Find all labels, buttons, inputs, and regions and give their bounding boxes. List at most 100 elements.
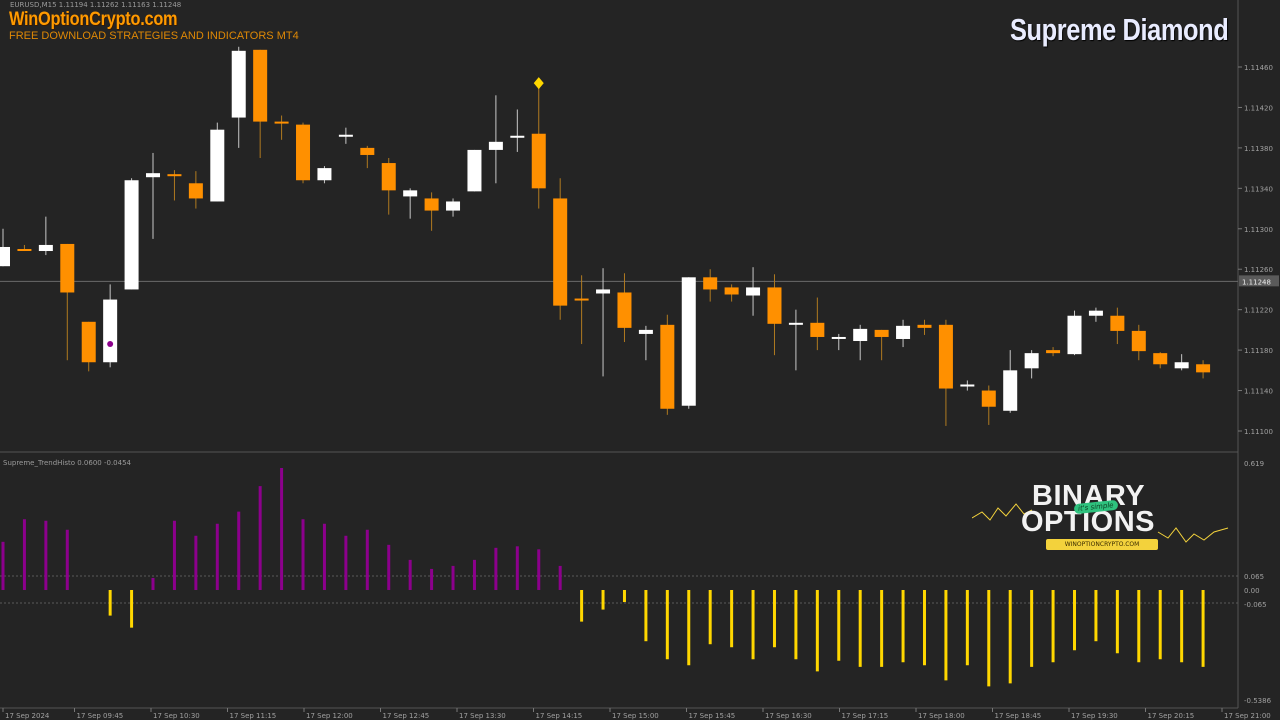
diamond-signal-icon[interactable] [533,77,544,90]
bear-candle[interactable] [360,147,375,155]
bear-candle[interactable] [1131,330,1146,352]
zigzag-decoration-icon [972,503,1229,543]
bear-candle[interactable] [17,249,32,251]
symbol-info: EURUSD,M15 1.11194 1.11262 1.11163 1.112… [10,1,182,9]
bull-candle[interactable] [681,277,696,406]
indicator-tick-label: 0.619 [1244,460,1264,468]
price-tick-label: 1.11340 [1244,185,1273,193]
price-tick-label: 1.11140 [1244,388,1273,396]
indicator-tick-label: 0.065 [1244,573,1264,581]
bull-candle[interactable] [746,287,761,296]
time-tick-label: 17 Sep 19:30 [1071,712,1118,720]
bull-candle[interactable] [1067,315,1082,355]
bear-candle[interactable] [381,163,396,191]
time-tick-label: 17 Sep 11:15 [230,712,277,720]
bear-candle[interactable] [810,322,825,337]
bull-candle[interactable] [446,201,461,211]
price-tick-label: 1.11460 [1244,64,1273,72]
brand-logo-text[interactable]: WinOptionCrypto.com [9,9,178,30]
time-tick-label: 17 Sep 13:30 [459,712,506,720]
bear-candle[interactable] [553,198,568,306]
bull-candle[interactable] [103,299,118,363]
time-tick-label: 17 Sep 14:15 [536,712,583,720]
bear-candle[interactable] [253,49,268,122]
bear-candle[interactable] [767,287,782,324]
price-tick-label: 1.11380 [1244,145,1273,153]
bull-candle[interactable] [231,50,246,118]
bear-candle[interactable] [938,324,953,389]
bull-candle[interactable] [510,135,525,138]
time-tick-label: 17 Sep 15:45 [689,712,736,720]
bull-candle[interactable] [1088,310,1103,316]
chart-title: Supreme Diamond [1009,12,1229,47]
bull-candle[interactable] [596,289,611,294]
bear-candle[interactable] [1046,350,1061,354]
bear-candle[interactable] [531,133,546,189]
price-tick-label: 1.11180 [1244,347,1273,355]
bull-candle[interactable] [1003,370,1018,411]
current-price-tag [1239,275,1279,287]
time-tick-label: 17 Sep 21:00 [1224,712,1271,720]
time-tick-label: 17 Sep 10:30 [153,712,200,720]
bear-candle[interactable] [81,321,96,363]
bull-candle[interactable] [638,329,653,334]
bull-candle[interactable] [1174,362,1189,369]
bear-candle[interactable] [424,198,439,211]
bull-candle[interactable] [124,180,139,290]
bull-candle[interactable] [788,322,803,325]
bear-candle[interactable] [274,121,289,124]
price-tick-label: 1.11300 [1244,226,1273,234]
bull-candle[interactable] [317,168,332,181]
bear-candle[interactable] [703,277,718,290]
time-tick-label: 17 Sep 20:15 [1148,712,1195,720]
price-tick-label: 1.11420 [1244,104,1273,112]
bear-candle[interactable] [1110,315,1125,331]
purple-signal-dot [107,341,114,348]
histogram-layer [0,468,1238,687]
time-tick-label: 17 Sep 12:45 [383,712,430,720]
bull-candle[interactable] [488,141,503,150]
bull-candle[interactable] [338,134,353,137]
bear-candle[interactable] [296,124,311,181]
bull-candle[interactable] [467,149,482,192]
indicator-tick-label: -0.5386 [1244,697,1272,705]
current-price-label: 1.11248 [1242,278,1271,286]
bear-candle[interactable] [60,243,75,293]
time-tick-label: 17 Sep 2024 [5,712,50,720]
brand-subtitle: FREE DOWNLOAD STRATEGIES AND INDICATORS … [9,30,299,42]
bear-candle[interactable] [724,287,739,295]
indicator-info: Supreme_TrendHisto 0.0600 -0.0454 [3,459,131,467]
bull-candle[interactable] [146,173,161,178]
bull-candle[interactable] [38,244,53,252]
bull-candle[interactable] [853,328,868,342]
bear-candle[interactable] [574,298,589,301]
time-tick-label: 17 Sep 15:00 [612,712,659,720]
bear-candle[interactable] [874,329,889,337]
time-tick-label: 17 Sep 18:00 [918,712,965,720]
bear-candle[interactable] [617,292,632,328]
time-tick-label: 17 Sep 09:45 [77,712,124,720]
logo-url: WINOPTIONCRYPTO.COM [1046,539,1158,550]
price-tick-label: 1.11260 [1244,266,1273,274]
bull-candle[interactable] [831,336,846,339]
bear-candle[interactable] [917,324,932,328]
price-tick-label: 1.11220 [1244,307,1273,315]
binary-options-logo: BINARY OPTIONS it's simple WINOPTIONCRYP… [972,478,1232,558]
bear-candle[interactable] [981,390,996,407]
bear-candle[interactable] [188,183,203,199]
bull-candle[interactable] [896,325,911,339]
bull-candle[interactable] [960,384,975,387]
bear-candle[interactable] [660,324,675,409]
bull-candle[interactable] [210,129,225,202]
bear-candle[interactable] [1153,353,1168,365]
axes-layer: 1.11460 1.11420 1.11380 1.11340 1.11300 1.112… [2,64,1279,720]
bear-candle[interactable] [167,174,182,177]
bull-candle[interactable] [0,246,10,267]
indicator-tick-label: 0.00 [1244,587,1260,595]
bear-candle[interactable] [1196,364,1211,373]
bull-candle[interactable] [403,190,418,197]
bull-candle[interactable] [1024,353,1039,369]
time-tick-label: 17 Sep 12:00 [306,712,353,720]
